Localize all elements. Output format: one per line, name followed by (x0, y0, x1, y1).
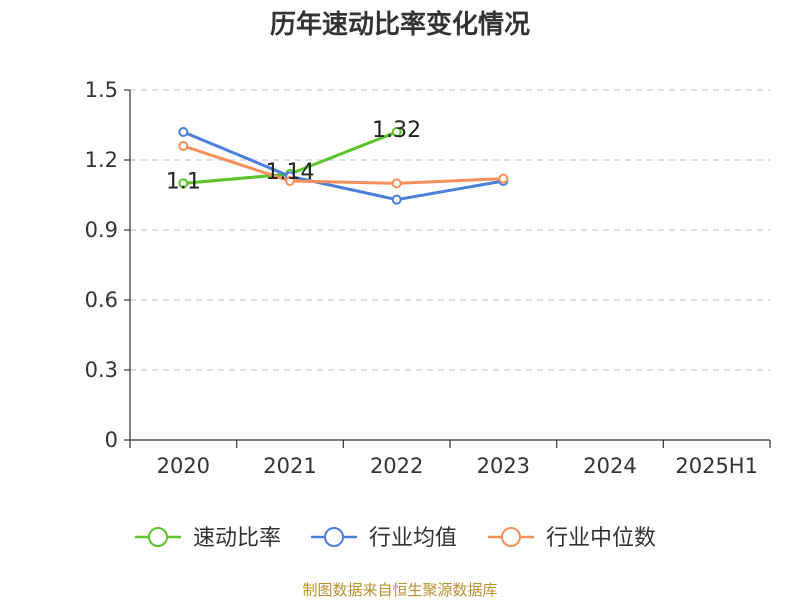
legend-marker (501, 527, 521, 547)
y-tick-label: 0.9 (85, 218, 118, 242)
data-point[interactable] (285, 176, 295, 186)
y-tick-label: 1.5 (85, 78, 118, 102)
legend-label: 速动比率 (193, 526, 281, 551)
legend-marker (324, 527, 344, 547)
x-tick-label: 2023 (477, 454, 530, 478)
series-line-1 (182, 130, 504, 202)
x-tick-label: 2024 (583, 454, 636, 478)
data-point[interactable] (391, 194, 402, 205)
legend: 速动比率 行业均值 行业中位数 (135, 526, 656, 551)
data-point[interactable] (391, 178, 402, 189)
data-point[interactable] (178, 127, 189, 137)
chart-title: 历年速动比率变化情况 (270, 9, 530, 40)
data-point[interactable] (178, 141, 189, 151)
data-point[interactable] (391, 127, 402, 137)
data-point[interactable] (178, 178, 189, 189)
legend-marker (148, 527, 168, 547)
x-tick-label: 2022 (370, 454, 423, 478)
y-tick-label: 0.6 (85, 288, 118, 312)
y-tick-label: 0.3 (85, 358, 118, 382)
data-label: 1.32 (372, 118, 421, 143)
y-tick-label: 1.2 (85, 148, 118, 172)
series-group: 1.1 1.14 1.32 (166, 118, 509, 205)
data-point[interactable] (498, 173, 509, 184)
data-label: 1.1 (166, 169, 201, 194)
legend-item-0[interactable]: 速动比率 (135, 526, 281, 551)
x-tick-label: 2020 (157, 454, 210, 478)
grid-lines (130, 89, 770, 371)
series-line-2 (182, 144, 504, 185)
axes: 0 0.3 0.6 0.9 1.2 1.5 2020 2021 2022 2023 2024 2025… (85, 78, 771, 478)
legend-label: 行业均值 (369, 526, 457, 551)
y-tick-label: 0 (105, 428, 118, 452)
source-note: 制图数据来自恒生聚源数据库 (302, 581, 497, 599)
legend-label: 行业中位数 (546, 526, 656, 551)
data-label: 1.14 (266, 160, 315, 185)
legend-item-1[interactable]: 行业均值 (311, 526, 457, 551)
x-tick-label: 2021 (263, 454, 316, 478)
x-tick-label: 2025H1 (675, 454, 758, 478)
legend-item-2[interactable]: 行业中位数 (488, 526, 656, 551)
